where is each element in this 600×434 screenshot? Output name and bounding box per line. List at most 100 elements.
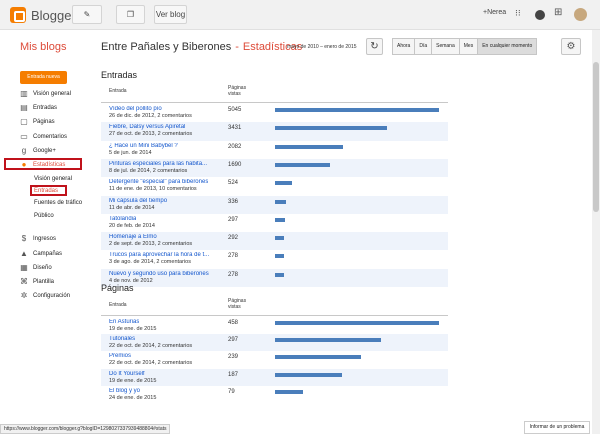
entry-title-link[interactable]: Trucos para aprovechar la hora de t...	[109, 252, 210, 259]
sidebar-item-label: Configuración	[33, 293, 71, 299]
sidebar-item-configuracion[interactable]: ✲ Configuración	[20, 292, 70, 300]
posts-col-views: Páginas vistas	[228, 85, 246, 97]
sidebar-item-plantilla[interactable]: ⌘ Plantilla	[20, 278, 54, 286]
settings-button[interactable]: ⚙	[561, 38, 581, 55]
entry-meta: 11 de abr. de 2014	[109, 204, 155, 211]
range-now[interactable]: Ahora	[392, 38, 416, 55]
entry-title-link[interactable]: En Asturias	[109, 319, 140, 325]
table-row: En Asturias 19 de ene. de 2015 458	[101, 317, 448, 334]
pencil-icon: ✎	[83, 10, 91, 19]
section-title: Estadísticas	[242, 41, 303, 53]
entry-title-link[interactable]: El blog y yo	[109, 387, 141, 394]
pageviews-bar	[275, 126, 387, 131]
pageviews-value: 278	[228, 253, 239, 260]
table-row: Fiebre, Dalsy versus Apiretal 27 de oct. …	[101, 122, 448, 141]
posts-list-button[interactable]: ❐	[116, 5, 145, 24]
entry-title-link[interactable]: Detergente "especial" para biberones	[109, 179, 209, 186]
entry-title-link[interactable]: Fiebre, Dalsy versus Apiretal	[109, 124, 186, 131]
sidebar-item-estadisticas[interactable]: ● Estadísticas	[20, 161, 66, 169]
sidebar-item-label: Ingresos	[33, 236, 57, 242]
sidebar-item-label: Diseño	[33, 265, 52, 271]
avatar[interactable]	[574, 8, 587, 21]
stats-sub-vision-general[interactable]: Visión general	[34, 176, 72, 182]
range-month[interactable]: Mes	[459, 38, 479, 55]
pageviews-bar	[275, 372, 342, 377]
sidebar-item-paginas[interactable]: ▢ Páginas	[20, 118, 54, 126]
posts-header-divider	[101, 102, 448, 103]
view-blog-button[interactable]: Ver blog	[154, 5, 187, 24]
pageviews-value: 3431	[228, 125, 242, 132]
apps-grid-icon[interactable]: ⁝⁝	[515, 8, 521, 18]
google-plus-user-link[interactable]: +Nerea	[483, 9, 507, 16]
campanas-icon: ▲	[20, 249, 28, 258]
ingresos-icon: $	[21, 234, 27, 243]
entry-title-link[interactable]: Pinturas especiales para las habita...	[109, 160, 208, 167]
sidebar-item-entradas[interactable]: ▤ Entradas	[20, 104, 57, 112]
entry-title-link[interactable]: Tatolandia	[109, 215, 137, 222]
new-post-button[interactable]: Entrada nueva	[20, 71, 67, 84]
pageviews-value: 524	[228, 180, 239, 187]
blogger-logo[interactable]: Blogger	[10, 7, 76, 23]
pageviews-bar	[275, 254, 284, 259]
table-row: Homenaje a Elmo 2 de sept. de 2013, 2 com…	[101, 232, 448, 251]
stats-sub-fuentes-de-trafico[interactable]: Fuentes de tráfico	[34, 200, 83, 206]
status-bar-url: https://www.blogger.com/blogger.g?blogID…	[0, 424, 171, 434]
my-blogs-link[interactable]: Mis blogs	[20, 41, 67, 53]
sidebar-item-campanas[interactable]: ▲ Campañas	[20, 250, 62, 258]
range-all-time[interactable]: En cualquier momento	[478, 38, 538, 55]
entry-title-link[interactable]: Premios	[109, 353, 132, 360]
posts-section-title: Entradas	[101, 70, 138, 80]
edit-post-button[interactable]: ✎	[72, 5, 102, 24]
pageviews-value: 458	[228, 320, 239, 326]
report-problem-button[interactable]: Informar de un problema	[524, 421, 590, 434]
entry-title-link[interactable]: Mi cápsula del tiempo	[109, 197, 168, 204]
entry-title-link[interactable]: Vídeo del pollito pío	[109, 106, 162, 112]
share-plus-icon[interactable]: ⊞	[554, 7, 563, 18]
pageviews-value: 336	[228, 198, 239, 205]
refresh-button[interactable]: ↻	[366, 38, 383, 55]
table-row: Premios 22 de oct. de 2014, 2 comentarios…	[101, 351, 448, 368]
table-row: Detergente "especial" para biberones 11 d…	[101, 177, 448, 195]
range-week[interactable]: Semana	[432, 38, 460, 55]
entry-title-link[interactable]: Do It Yourself	[109, 370, 145, 377]
sidebar-item-label: Google+	[33, 148, 56, 154]
pageviews-bar	[275, 217, 285, 222]
table-row: Do It Yourself 19 de ene. de 2015 187	[101, 368, 448, 386]
sidebar-item-vision-general[interactable]: ▥ Visión general	[20, 90, 71, 98]
sidebar-item-ingresos[interactable]: $ Ingresos	[20, 235, 56, 243]
pageviews-value: 297	[228, 337, 239, 344]
sidebar-item-diseno[interactable]: ▦ Diseño	[20, 264, 52, 272]
blogger-icon	[10, 7, 26, 23]
entry-title-link[interactable]: Tutoriales	[109, 336, 136, 343]
range-day[interactable]: Día	[415, 38, 433, 55]
stats-sub-entradas[interactable]: Entradas	[34, 188, 59, 194]
pageviews-value: 278	[228, 271, 239, 278]
pageviews-bar	[275, 144, 343, 149]
pageviews-value: 292	[228, 235, 239, 242]
entry-meta: 22 de oct. de 2014, 2 comentarios	[109, 343, 193, 350]
pageviews-bar	[275, 355, 361, 360]
sidebar-item-google[interactable]: g Google+	[20, 147, 56, 155]
entry-title-link[interactable]: Nuevo y segundo uso para biberones	[109, 270, 209, 277]
pageviews-value: 79	[228, 388, 235, 395]
entry-meta: 19 de ene. de 2015	[109, 326, 157, 332]
top-bar: Blogger ✎ ❐ Ver blog +Nerea ⁝⁝ ⊞	[0, 0, 600, 30]
posts-col-views-line1: Páginas	[228, 85, 247, 91]
entry-meta: 22 de oct. de 2014, 2 comentarios	[109, 360, 193, 367]
stats-sub-publico[interactable]: Público	[34, 213, 54, 219]
entry-meta: 19 de ene. de 2015	[109, 377, 157, 384]
entry-title-link[interactable]: ¿ Hace un Mini Babybel ?	[109, 142, 178, 149]
refresh-icon: ↻	[370, 41, 379, 52]
comentarios-icon: ▭	[20, 132, 28, 141]
notifications-icon[interactable]	[535, 10, 545, 20]
pages-col-views-line2: vistas	[228, 304, 241, 310]
blog-title: Entre Pañales y Biberones	[101, 41, 232, 53]
pageviews-bar	[275, 108, 439, 112]
entry-title-link[interactable]: Homenaje a Elmo	[109, 234, 157, 241]
scrollbar-thumb[interactable]	[593, 62, 599, 212]
table-row: Pinturas especiales para las habita... 8 …	[101, 158, 448, 178]
entry-meta: 11 de ene. de 2013, 10 comentarios	[109, 186, 197, 193]
sidebar-item-comentarios[interactable]: ▭ Comentarios	[20, 133, 67, 141]
scrollbar-track[interactable]	[592, 30, 600, 434]
entry-meta: 3 de ago. de 2014, 2 comentarios	[109, 259, 191, 266]
